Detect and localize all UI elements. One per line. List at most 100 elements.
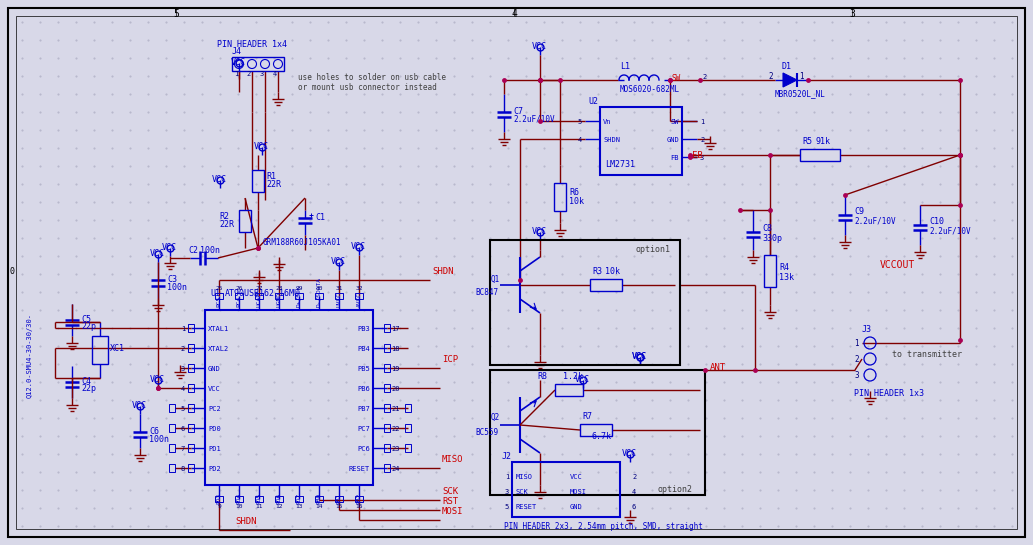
Text: MOSI: MOSI	[570, 489, 587, 495]
Text: VCC: VCC	[132, 401, 147, 410]
Text: UVCC: UVCC	[337, 292, 342, 307]
Text: C7: C7	[513, 107, 523, 116]
Text: VCC: VCC	[532, 227, 547, 236]
Text: PD1: PD1	[208, 446, 221, 452]
Bar	[215, 293, 223, 299]
Text: MOS6020-682ML: MOS6020-682ML	[620, 85, 680, 94]
Text: 21: 21	[392, 406, 400, 412]
Text: U2: U2	[588, 97, 598, 106]
Text: 18: 18	[392, 346, 400, 352]
Text: VCC: VCC	[331, 257, 346, 266]
Bar	[315, 293, 323, 299]
Text: J3: J3	[862, 325, 872, 334]
Bar	[335, 496, 343, 502]
Text: UGND: UGND	[277, 292, 282, 307]
Text: MBR0520L_NL: MBR0520L_NL	[775, 89, 825, 98]
Text: R6: R6	[569, 188, 580, 197]
Text: 5: 5	[505, 504, 509, 510]
Text: 100n: 100n	[167, 283, 187, 292]
Text: PD0: PD0	[208, 426, 221, 432]
Text: VCC: VCC	[632, 352, 647, 361]
Text: LM2731: LM2731	[605, 160, 635, 169]
Text: 8: 8	[181, 466, 185, 472]
Text: PB5: PB5	[357, 366, 370, 372]
Text: AT90USB162-16MU: AT90USB162-16MU	[225, 289, 300, 298]
Bar	[188, 364, 194, 372]
Bar	[384, 384, 390, 392]
Text: 2: 2	[632, 474, 636, 480]
Text: 2: 2	[247, 71, 251, 77]
Text: 6: 6	[181, 426, 185, 432]
Text: VCC: VCC	[254, 142, 269, 151]
Text: 6: 6	[632, 504, 636, 510]
Text: 30: 30	[315, 286, 322, 291]
Text: D-/SDATA: D-/SDATA	[316, 277, 321, 307]
Text: PB4: PB4	[357, 346, 370, 352]
Text: PC5: PC5	[217, 296, 221, 307]
Text: to transmitter: to transmitter	[893, 350, 962, 359]
Text: VCCOUT: VCCOUT	[880, 260, 915, 270]
Text: VCC: VCC	[150, 375, 165, 384]
Text: PIN HEADER 1x4: PIN HEADER 1x4	[217, 40, 287, 49]
Text: VCC: VCC	[162, 243, 177, 252]
Text: VCC: VCC	[532, 42, 547, 51]
Text: L1: L1	[620, 62, 630, 71]
Text: C8: C8	[762, 224, 772, 233]
Text: 4: 4	[577, 137, 582, 143]
Text: VCC: VCC	[632, 352, 647, 361]
Text: 2: 2	[768, 72, 773, 81]
Text: R1: R1	[267, 172, 276, 181]
Text: 24: 24	[392, 466, 400, 472]
Text: 5: 5	[174, 9, 179, 19]
Bar	[188, 384, 194, 392]
Text: PB0: PB0	[316, 493, 321, 504]
Text: 23: 23	[392, 446, 400, 452]
Text: 1: 1	[181, 326, 185, 332]
Text: PB3: PB3	[357, 326, 370, 332]
Text: 4: 4	[181, 386, 185, 392]
Text: J4: J4	[232, 47, 242, 56]
Text: 3: 3	[854, 372, 859, 380]
Text: 2.2uF/10V: 2.2uF/10V	[854, 217, 896, 226]
Bar	[169, 404, 175, 412]
Text: RST: RST	[442, 497, 458, 506]
Text: MISO: MISO	[442, 455, 464, 464]
Text: option1: option1	[635, 245, 670, 254]
Text: 13k: 13k	[779, 273, 794, 282]
Bar	[384, 324, 390, 332]
Text: GND: GND	[666, 137, 679, 143]
Bar	[188, 444, 194, 452]
Text: 19: 19	[392, 366, 400, 372]
Text: 2: 2	[702, 74, 707, 80]
Text: FB: FB	[692, 151, 702, 160]
Text: 20: 20	[392, 386, 400, 392]
Text: PC2: PC2	[208, 406, 221, 412]
Text: PIN HEADER 1x3: PIN HEADER 1x3	[854, 389, 924, 398]
Text: R2: R2	[219, 212, 229, 221]
Text: 10k: 10k	[605, 267, 620, 276]
Text: PB1: PB1	[337, 493, 342, 504]
Text: Q12.0-SMU4-30-30/30-: Q12.0-SMU4-30-30/30-	[27, 312, 33, 397]
Bar	[275, 496, 283, 502]
Bar	[384, 424, 390, 432]
Text: R5: R5	[802, 137, 812, 146]
Bar	[490, 370, 705, 495]
Bar	[405, 404, 411, 412]
Text: 1: 1	[233, 71, 239, 77]
Bar	[169, 424, 175, 432]
Bar	[255, 293, 263, 299]
Text: 28: 28	[275, 286, 283, 291]
Text: UCAP: UCAP	[256, 292, 261, 307]
Text: VCC: VCC	[150, 249, 165, 258]
Text: R8: R8	[537, 372, 547, 381]
Text: D+/SCK: D+/SCK	[296, 284, 302, 307]
Text: C6: C6	[149, 427, 159, 436]
Text: PD4: PD4	[237, 493, 242, 504]
Bar	[252, 170, 264, 192]
Bar	[232, 57, 284, 71]
Bar	[405, 444, 411, 452]
Text: 2.2uF/10V: 2.2uF/10V	[513, 115, 555, 124]
Text: 1: 1	[700, 119, 705, 125]
Text: R7: R7	[582, 412, 592, 421]
Text: 2: 2	[854, 355, 859, 365]
